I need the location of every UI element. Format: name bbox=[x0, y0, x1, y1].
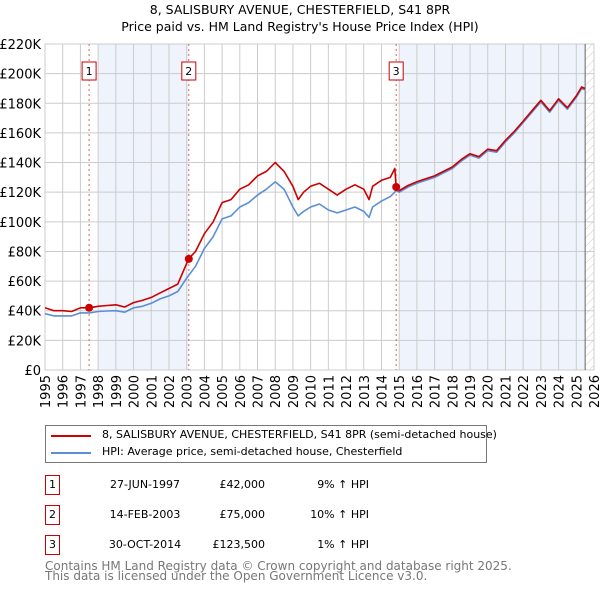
chart-subtitle: Price paid vs. HM Land Registry's House … bbox=[121, 19, 479, 34]
legend-label: 8, SALISBURY AVENUE, CHESTERFIELD, S41 8… bbox=[102, 428, 497, 441]
sale-hpi-diff: 9% ↑ HPI bbox=[317, 478, 369, 491]
x-tick-label: 2016 bbox=[411, 375, 426, 408]
table-row: 3 30-OCT-2014 £123,500 1% ↑ HPI bbox=[45, 535, 445, 555]
x-tick-label: 2024 bbox=[553, 375, 568, 408]
y-tick-label: £80K bbox=[8, 245, 42, 260]
y-tick-label: £200K bbox=[0, 68, 41, 83]
sale-date: 30-OCT-2014 bbox=[108, 538, 182, 551]
legend-line-blue bbox=[51, 452, 91, 454]
sale-number-badge: 2 bbox=[45, 505, 60, 525]
table-row: 1 27-JUN-1997 £42,000 9% ↑ HPI bbox=[45, 475, 445, 495]
x-tick-label: 2025 bbox=[570, 375, 585, 408]
sale-price: £123,500 bbox=[212, 538, 266, 551]
price-chart: £0 £20K £40K £60K £80K £100K £120K £140K £160K £1… bbox=[0, 38, 600, 408]
x-tick-label: 1996 bbox=[57, 375, 72, 408]
sale-label-box bbox=[388, 61, 404, 81]
legend-label: HPI: Average price, semi-detached house,… bbox=[102, 445, 403, 458]
x-tick-label: 2010 bbox=[305, 375, 320, 408]
plot-border bbox=[44, 43, 595, 371]
x-tick-label: 2011 bbox=[322, 375, 337, 408]
x-tick-label: 2019 bbox=[464, 375, 479, 408]
x-tick-label: 2002 bbox=[163, 375, 178, 408]
x-tick-label: 2026 bbox=[588, 375, 600, 408]
y-tick-label: £20K bbox=[8, 334, 42, 349]
property-price-line bbox=[44, 86, 586, 313]
x-tick-label: 1997 bbox=[74, 375, 89, 408]
x-tick-label: 2017 bbox=[429, 375, 444, 408]
x-tick-label: 1995 bbox=[39, 375, 54, 408]
x-tick-label: 2000 bbox=[128, 375, 143, 408]
x-tick-label: 2001 bbox=[145, 375, 160, 408]
x-tick-label: 2009 bbox=[287, 375, 302, 408]
y-tick-label: £0 bbox=[24, 364, 41, 379]
y-tick-label: £220K bbox=[0, 38, 41, 53]
y-tick-label: £160K bbox=[0, 127, 41, 142]
sale-date: 27-JUN-1997 bbox=[109, 478, 181, 491]
x-tick-label: 2005 bbox=[216, 375, 231, 408]
chart-title: 8, SALISBURY AVENUE, CHESTERFIELD, S41 8… bbox=[149, 2, 451, 17]
y-tick-label: £100K bbox=[0, 216, 41, 231]
x-tick-label: 2007 bbox=[252, 375, 267, 408]
sale-hpi-diff: 1% ↑ HPI bbox=[317, 538, 369, 551]
table-row: 2 14-FEB-2003 £75,000 10% ↑ HPI bbox=[45, 505, 445, 525]
sale-date: 14-FEB-2003 bbox=[109, 508, 181, 521]
x-tick-label: 2021 bbox=[499, 375, 514, 408]
footer-licence: This data is licensed under the Open Gov… bbox=[45, 569, 428, 583]
sale-number-badge: 1 bbox=[45, 475, 60, 495]
x-tick-label: 2008 bbox=[269, 375, 284, 408]
future-hatch bbox=[585, 44, 594, 370]
sale-label-box bbox=[181, 61, 197, 81]
x-tick-label: 2013 bbox=[358, 375, 373, 408]
y-tick-label: £120K bbox=[0, 186, 41, 201]
x-tick-label: 2018 bbox=[446, 375, 461, 408]
shaded-period bbox=[399, 44, 586, 370]
y-tick-label: £40K bbox=[8, 305, 42, 320]
sale-hpi-diff: 10% ↑ HPI bbox=[310, 508, 369, 521]
x-tick-label: 2004 bbox=[198, 375, 213, 408]
x-tick-label: 2014 bbox=[375, 375, 390, 408]
sale-point bbox=[392, 182, 401, 191]
legend: 8, SALISBURY AVENUE, CHESTERFIELD, S41 8… bbox=[45, 425, 497, 463]
x-tick-label: 2003 bbox=[181, 375, 196, 408]
x-tick-label: 2020 bbox=[482, 375, 497, 408]
x-tick-label: 2015 bbox=[393, 375, 408, 408]
sale-label-box bbox=[81, 61, 97, 81]
footer-copyright: Contains HM Land Registry data © Crown c… bbox=[45, 559, 512, 573]
sale-number-badge: 3 bbox=[45, 535, 60, 555]
legend-line-red bbox=[51, 435, 91, 437]
x-tick-label: 2012 bbox=[340, 375, 355, 408]
sale-label: 3 bbox=[393, 65, 400, 78]
y-tick-label: £60K bbox=[8, 275, 42, 290]
hpi-line bbox=[44, 87, 586, 317]
sale-price: £42,000 bbox=[219, 478, 266, 491]
x-tick-label: 2006 bbox=[234, 375, 249, 408]
x-tick-label: 1999 bbox=[110, 375, 125, 408]
sale-price: £75,000 bbox=[219, 508, 266, 521]
shaded-period bbox=[98, 44, 189, 370]
sale-point bbox=[85, 303, 94, 312]
sale-label: 2 bbox=[185, 65, 192, 78]
sale-point bbox=[184, 254, 193, 263]
x-tick-label: 2023 bbox=[535, 375, 550, 408]
x-tick-label: 2022 bbox=[517, 375, 532, 408]
sale-label: 1 bbox=[86, 65, 93, 78]
x-tick-label: 1998 bbox=[92, 375, 107, 408]
y-tick-label: £180K bbox=[0, 97, 41, 112]
y-tick-label: £140K bbox=[0, 157, 41, 172]
